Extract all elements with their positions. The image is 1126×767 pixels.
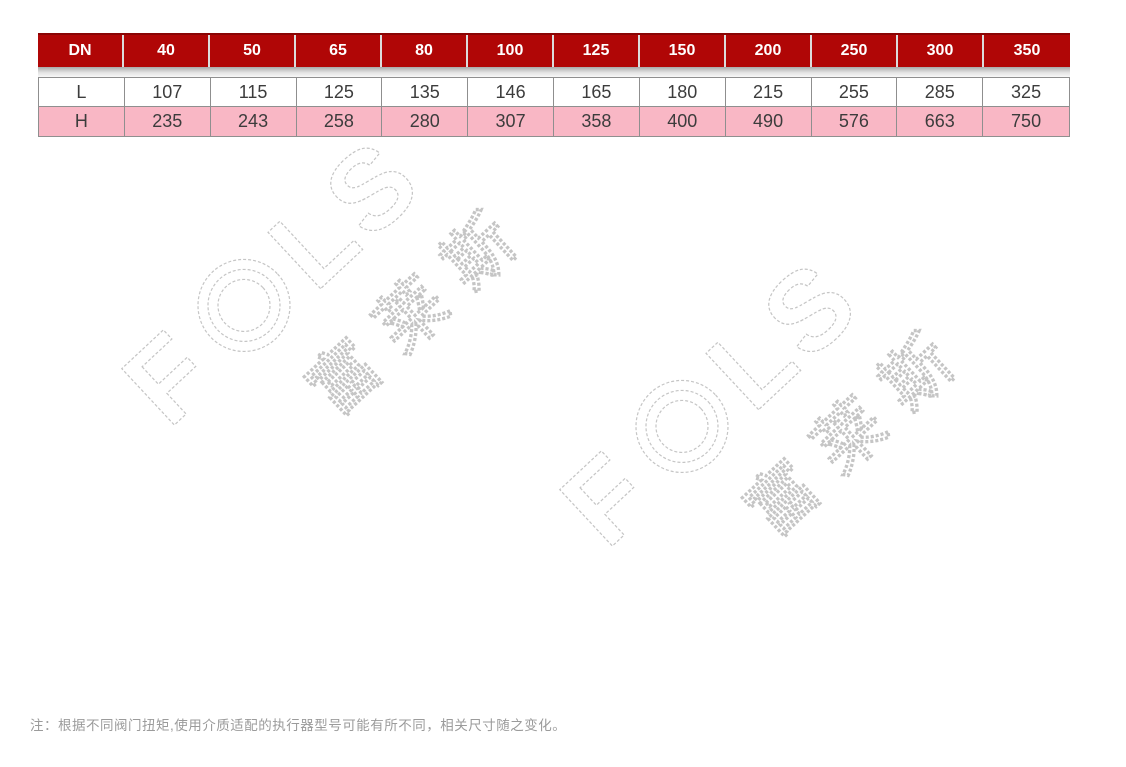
header-cell-80: 80	[382, 35, 468, 67]
row-label: L	[39, 78, 125, 107]
watermark-letter-s: S	[739, 239, 879, 381]
table-cell: 663	[897, 107, 984, 136]
table-cell: 576	[811, 107, 898, 136]
header-cell-300: 300	[898, 35, 984, 67]
header-cell-100: 100	[468, 35, 554, 67]
table-cell: 107	[124, 78, 211, 107]
header-cell-250: 250	[812, 35, 898, 67]
header-cell-150: 150	[640, 35, 726, 67]
table-cell: 285	[897, 78, 984, 107]
table-cell: 325	[983, 78, 1069, 107]
table-cell: 235	[124, 107, 211, 136]
table-cell: 258	[296, 107, 383, 136]
watermark-letter-l: L	[684, 294, 819, 432]
header-cell-65: 65	[296, 35, 382, 67]
watermark-brand-cn: 富莱斯	[732, 306, 986, 550]
table-cell: 358	[554, 107, 640, 136]
table-cell: 243	[210, 107, 297, 136]
header-cell-350: 350	[1013, 42, 1041, 59]
watermark-letter-s: S	[301, 118, 441, 260]
table-cell: 490	[725, 107, 812, 136]
header-shadow-band	[38, 67, 1070, 77]
table-cell: 750	[983, 107, 1069, 136]
table-cell: 400	[639, 107, 726, 136]
fols-watermark: F L S 富莱斯	[537, 238, 986, 569]
table-cell: 115	[210, 78, 297, 107]
table-cell: 215	[725, 78, 812, 107]
row-label: H	[39, 107, 125, 136]
fols-o-logo-icon	[197, 258, 291, 353]
header-cell-50: 50	[210, 35, 296, 67]
table-cell: 146	[468, 78, 554, 107]
watermark-letter-f: F	[538, 431, 673, 569]
watermark-letter-f: F	[100, 310, 235, 448]
dimension-table: DN 40 50 65 80 100 125 150 200 250 300 3…	[38, 33, 1070, 137]
table-cell: 307	[468, 107, 554, 136]
fols-o-logo-icon	[635, 379, 729, 474]
table-cell: 125	[296, 78, 383, 107]
table-cell: 135	[382, 78, 469, 107]
watermark-brand-cn: 富莱斯	[294, 185, 548, 429]
watermark-letter-l: L	[246, 173, 381, 311]
table-row-h: H 235 243 258 280 307 358 400 490 576 66…	[39, 107, 1069, 136]
header-cell-40: 40	[124, 35, 210, 67]
table-cell: 255	[811, 78, 898, 107]
table-header-row: DN 40 50 65 80 100 125 150 200 250 300 3…	[38, 33, 1070, 67]
table-row-l: L 107 115 125 135 146 165 180 215 255 28…	[39, 78, 1069, 107]
header-cell-200: 200	[726, 35, 812, 67]
header-cell-dn: DN	[38, 35, 124, 67]
table-cell: 280	[382, 107, 469, 136]
table-cell: 180	[639, 78, 726, 107]
table-cell: 165	[554, 78, 640, 107]
table-body: L 107 115 125 135 146 165 180 215 255 28…	[38, 77, 1070, 137]
footnote: 注：根据不同阀门扭矩,使用介质适配的执行器型号可能有所不同，相关尺寸随之变化。	[30, 718, 567, 733]
header-cell-125: 125	[554, 35, 640, 67]
